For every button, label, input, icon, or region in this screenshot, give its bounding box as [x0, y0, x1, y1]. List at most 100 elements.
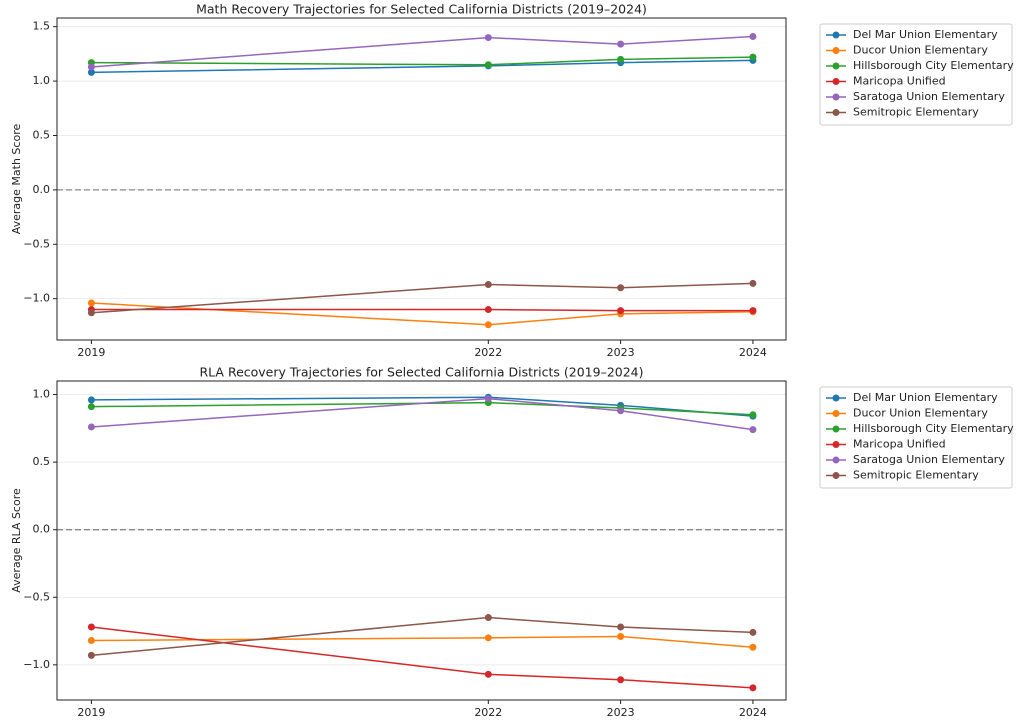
data-point: [617, 55, 625, 63]
series-line: [91, 626, 753, 689]
chart: Math Recovery Trajectories for Selected …: [10, 2, 1014, 360]
data-point: [87, 299, 95, 307]
data-point: [484, 281, 492, 289]
y-tick-label: 1.5: [33, 20, 51, 33]
series-line: [91, 635, 753, 649]
series-line: [91, 56, 753, 66]
legend-label: Hillsborough City Elementary: [853, 422, 1014, 435]
y-tick-label: 1.0: [33, 74, 51, 87]
data-point: [617, 40, 625, 48]
legend-marker: [832, 425, 840, 433]
data-point: [749, 411, 757, 419]
legend-label: Del Mar Union Elementary: [853, 28, 998, 41]
legend-marker: [832, 93, 840, 101]
data-point: [87, 623, 95, 631]
series-line: [91, 616, 753, 657]
legend-marker: [832, 47, 840, 54]
legend-marker: [832, 62, 840, 70]
data-point: [617, 284, 625, 292]
legend-label: Saratoga Union Elementary: [853, 453, 1005, 466]
data-point: [617, 676, 625, 684]
legend-marker: [832, 456, 840, 464]
legend-marker: [832, 410, 840, 417]
chart-title: Math Recovery Trajectories for Selected …: [196, 2, 647, 17]
data-point: [87, 651, 95, 659]
x-tick-label: 2023: [607, 706, 635, 719]
series-line: [91, 59, 753, 74]
data-point: [484, 670, 492, 678]
y-tick-label: 0.0: [33, 523, 51, 536]
x-tick-label: 2024: [739, 346, 767, 359]
legend-label: Maricopa Unified: [853, 75, 946, 88]
legend-label: Maricopa Unified: [853, 438, 946, 451]
y-tick-label: 0.5: [33, 455, 51, 468]
data-point: [87, 63, 95, 71]
legend-label: Hillsborough City Elementary: [853, 59, 1014, 72]
legend-label: Ducor Union Elementary: [853, 44, 988, 57]
x-tick-label: 2022: [474, 706, 502, 719]
data-point: [87, 396, 95, 404]
legend-box: [819, 23, 1013, 126]
data-point: [87, 309, 95, 317]
x-tick-label: 2023: [607, 346, 635, 359]
legend-label: Del Mar Union Elementary: [853, 391, 998, 404]
y-axis-label: Average Math Score: [10, 124, 23, 235]
data-point: [749, 684, 757, 692]
data-point: [617, 407, 625, 415]
y-tick-label: 1.0: [33, 388, 51, 401]
data-point: [749, 307, 757, 315]
data-point: [484, 634, 492, 642]
x-tick-label: 2019: [77, 706, 105, 719]
data-point: [749, 426, 757, 434]
data-point: [749, 628, 757, 636]
y-tick-label: −1.0: [23, 292, 50, 305]
data-point: [617, 623, 625, 631]
chart: RLA Recovery Trajectories for Selected C…: [10, 365, 1014, 720]
series-line: [91, 396, 753, 417]
x-tick-label: 2022: [474, 346, 502, 359]
series-line: [91, 35, 753, 68]
data-point: [87, 68, 95, 76]
data-point: [617, 307, 625, 315]
y-axis-label: Average RLA Score: [10, 488, 23, 593]
y-tick-label: −0.5: [23, 590, 50, 603]
x-tick-label: 2024: [739, 706, 767, 719]
data-point: [87, 403, 95, 411]
legend-label: Semitropic Elementary: [853, 106, 979, 119]
data-point: [484, 614, 492, 622]
x-tick-label: 2019: [77, 346, 105, 359]
legend-marker: [832, 109, 840, 116]
legend-label: Semitropic Elementary: [853, 469, 979, 482]
plot-frame: [56, 380, 787, 701]
y-tick-label: 0.0: [33, 183, 51, 196]
data-point: [617, 632, 625, 640]
plot-frame: [56, 17, 787, 341]
legend-label: Saratoga Union Elementary: [853, 90, 1005, 103]
chart-title: RLA Recovery Trajectories for Selected C…: [199, 365, 643, 380]
legend-marker: [832, 394, 840, 402]
data-point: [87, 423, 95, 431]
data-point: [749, 32, 757, 40]
data-point: [484, 321, 492, 329]
legend-marker: [832, 472, 840, 479]
series-line: [91, 282, 753, 314]
data-point: [749, 279, 757, 287]
y-tick-label: −1.0: [23, 658, 50, 671]
data-point: [484, 395, 492, 403]
series-line: [91, 308, 753, 312]
y-tick-label: 0.5: [33, 128, 51, 141]
data-point: [484, 61, 492, 69]
data-point: [749, 53, 757, 61]
legend-marker: [832, 441, 840, 448]
legend-marker: [832, 78, 840, 85]
y-tick-label: −0.5: [23, 237, 50, 250]
series-line: [91, 302, 753, 326]
series-line: [91, 397, 754, 431]
legend-box: [819, 386, 1013, 489]
data-point: [484, 34, 492, 42]
data-point: [749, 643, 757, 651]
data-point: [484, 306, 492, 314]
legend-label: Ducor Union Elementary: [853, 407, 988, 420]
legend-marker: [832, 31, 840, 39]
